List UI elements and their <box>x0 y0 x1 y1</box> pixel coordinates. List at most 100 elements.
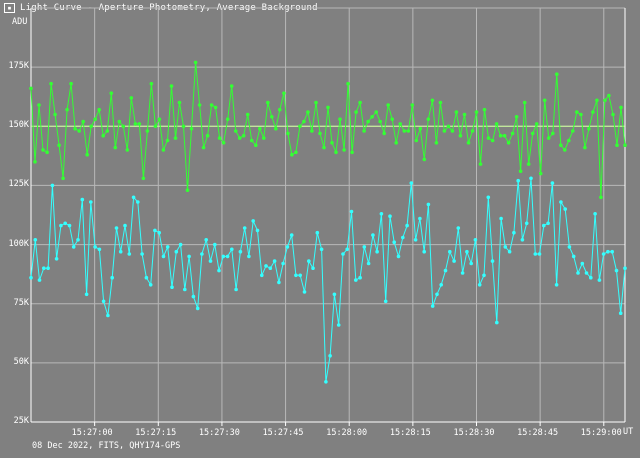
data-point <box>443 268 448 273</box>
data-point <box>606 249 610 254</box>
data-point <box>298 124 302 129</box>
data-point <box>520 238 525 242</box>
data-point <box>245 112 250 117</box>
data-point <box>238 249 243 254</box>
data-point <box>255 228 260 233</box>
y-tick-label: 25K <box>13 416 29 426</box>
data-point <box>37 278 42 282</box>
data-point <box>302 290 307 294</box>
data-point <box>314 100 318 105</box>
data-point <box>486 195 491 200</box>
app-icon[interactable]: ▪ <box>4 3 15 13</box>
data-point <box>401 235 405 240</box>
data-point <box>526 162 531 166</box>
data-point <box>101 299 106 304</box>
data-point <box>93 245 97 249</box>
data-point <box>328 354 332 358</box>
data-point <box>362 129 366 133</box>
data-point <box>204 238 208 242</box>
data-point <box>482 273 486 278</box>
data-point <box>362 245 367 249</box>
data-point <box>148 283 153 287</box>
data-point <box>575 110 579 114</box>
data-point <box>270 115 274 119</box>
data-point <box>398 122 403 126</box>
data-point <box>330 141 334 145</box>
data-point <box>61 176 65 181</box>
data-point <box>618 311 623 316</box>
data-point <box>322 145 326 150</box>
data-point <box>342 148 346 152</box>
data-point <box>241 133 246 138</box>
data-point <box>169 84 174 88</box>
data-point <box>374 110 379 114</box>
data-point <box>145 129 150 133</box>
data-point <box>345 247 350 252</box>
data-point <box>306 110 310 114</box>
data-point <box>65 107 69 112</box>
y-tick-label: 50K <box>13 356 29 367</box>
data-point <box>201 145 206 150</box>
data-point <box>346 81 350 86</box>
data-point <box>121 124 126 129</box>
data-point <box>350 150 354 155</box>
data-point <box>452 259 456 263</box>
data-point <box>174 249 179 254</box>
data-point <box>84 292 89 297</box>
data-point <box>597 278 602 282</box>
data-point <box>67 223 72 228</box>
data-point <box>93 117 97 121</box>
data-point <box>249 138 254 143</box>
data-point <box>324 380 328 384</box>
data-point <box>512 230 516 235</box>
data-point <box>458 133 463 138</box>
data-point <box>482 107 487 112</box>
data-point <box>593 212 597 216</box>
data-point <box>29 275 33 280</box>
data-point <box>607 93 611 98</box>
data-point <box>338 117 342 121</box>
data-point <box>390 117 395 121</box>
data-point <box>537 252 542 256</box>
data-point <box>189 126 194 131</box>
data-point <box>478 162 483 166</box>
y-tick-label: 100K <box>8 238 29 249</box>
data-point <box>554 283 559 287</box>
data-point <box>59 223 63 228</box>
data-point <box>413 238 418 242</box>
data-point <box>225 117 230 121</box>
data-point <box>161 148 166 152</box>
data-point <box>623 266 627 271</box>
data-point <box>77 129 81 133</box>
data-point <box>183 287 187 292</box>
data-point <box>469 261 474 266</box>
data-point <box>101 133 105 138</box>
data-point <box>595 98 599 103</box>
x-tick-label: 15:28:15 <box>389 428 431 438</box>
data-point <box>465 249 469 254</box>
x-tick-label: 15:27:15 <box>135 428 177 438</box>
data-point <box>579 112 583 117</box>
data-point <box>127 252 132 256</box>
data-point <box>117 119 122 124</box>
data-point <box>466 141 471 145</box>
data-point <box>274 126 278 131</box>
data-point <box>113 145 118 150</box>
data-point <box>358 275 362 280</box>
data-point <box>502 133 507 138</box>
data-point <box>507 249 512 254</box>
data-point <box>623 143 627 147</box>
data-point <box>205 133 210 138</box>
data-point <box>442 129 447 133</box>
data-point <box>379 212 384 216</box>
data-point <box>438 100 443 105</box>
data-point <box>251 219 255 223</box>
data-point <box>405 223 409 228</box>
data-point <box>254 143 258 147</box>
data-point <box>514 115 519 119</box>
data-point <box>266 100 270 105</box>
data-point <box>454 110 459 114</box>
data-point <box>289 233 294 237</box>
y-axis-unit: ADU <box>12 17 28 27</box>
